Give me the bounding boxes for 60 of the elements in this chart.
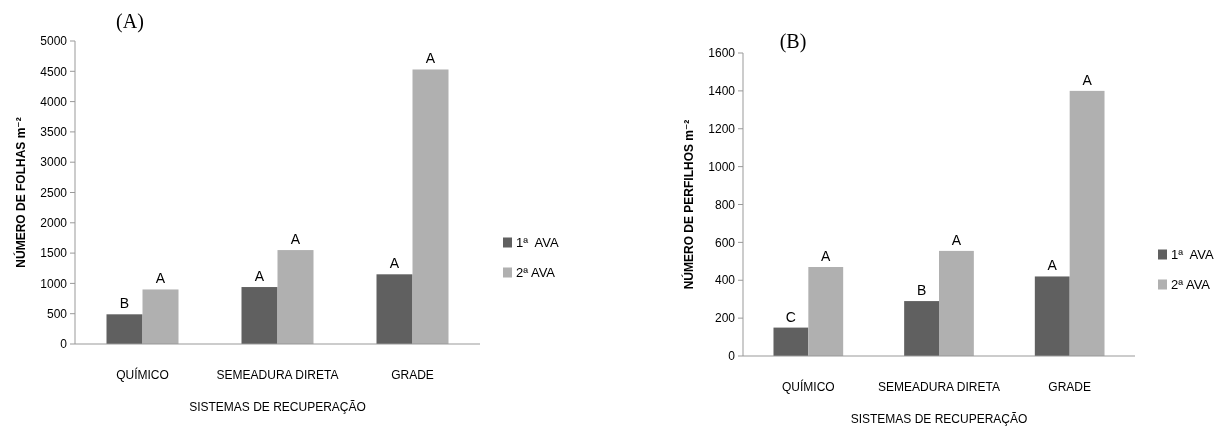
y-tick-label: 4500	[40, 64, 68, 79]
y-tick-label: 4000	[40, 94, 68, 109]
annotation: A	[425, 50, 436, 67]
y-tick-label: 2000	[40, 216, 68, 230]
bar	[939, 250, 974, 356]
legend-label: 2ª AVA	[1171, 277, 1211, 293]
annotation: A	[290, 231, 301, 248]
x-tick-label: GRADE	[1048, 380, 1092, 394]
x-tick-label: QUÍMICO	[782, 379, 835, 394]
x-tick-label: GRADE	[391, 368, 434, 382]
annotation: A	[1082, 71, 1093, 88]
y-tick-label: 500	[46, 306, 68, 321]
annotation: A	[389, 255, 400, 272]
bar	[142, 289, 179, 344]
y-axis-title: NÚMERO DE PERFILHOS m⁻²	[681, 119, 696, 290]
y-tick-label: 5000	[40, 34, 68, 49]
y-tick-label: 200	[714, 311, 736, 326]
annotation: B	[119, 295, 130, 312]
y-tick-label: 1200	[708, 121, 736, 136]
bar	[1034, 276, 1070, 356]
bar	[904, 301, 939, 356]
annotation: A	[254, 268, 265, 285]
annotation: B	[916, 282, 927, 299]
bar	[773, 327, 809, 356]
y-tick-label: 1600	[708, 46, 736, 61]
bar	[808, 266, 844, 356]
y-tick-label: 1400	[708, 84, 736, 99]
x-axis-title: SISTEMAS DE RECUPERAÇÃO	[189, 400, 366, 414]
annotation: A	[951, 231, 962, 248]
y-axis-title: NÚMERO DE FOLHAS m⁻²	[13, 117, 28, 268]
y-tick-label: 0	[60, 337, 68, 352]
bar	[1069, 90, 1105, 356]
y-tick-label: 400	[714, 273, 736, 288]
annotation: A	[155, 270, 166, 287]
annotation: A	[1047, 257, 1058, 274]
x-tick-label: SEMEADURA DIRETA	[216, 368, 339, 382]
x-axis-title: SISTEMAS DE RECUPERAÇÃO	[850, 412, 1028, 426]
y-tick-label: 600	[714, 235, 736, 250]
y-tick-label: 3000	[40, 155, 68, 170]
y-tick-label: 800	[714, 197, 736, 212]
annotation: A	[821, 247, 832, 264]
bar	[277, 250, 314, 344]
legend-label: 1ª AVA	[516, 235, 559, 251]
legend-label: 1ª AVA	[1171, 247, 1214, 263]
x-tick-label: QUÍMICO	[116, 367, 169, 382]
legend-label: 2ª AVA	[516, 265, 556, 281]
y-tick-label: 1500	[40, 246, 68, 261]
y-tick-label: 1000	[708, 159, 736, 174]
x-tick-label: SEMEADURA DIRETA	[878, 380, 1000, 394]
y-tick-label: 1000	[40, 276, 68, 291]
bar	[412, 69, 449, 344]
y-tick-label: 3500	[40, 125, 68, 140]
chart-title: (A)	[116, 10, 144, 33]
y-tick-label: 2500	[40, 185, 68, 200]
y-tick-label: 0	[728, 349, 736, 364]
annotation: C	[785, 308, 796, 325]
chart-title: (B)	[779, 30, 807, 53]
bar	[106, 314, 143, 344]
bar	[241, 287, 278, 344]
bar	[376, 274, 413, 344]
